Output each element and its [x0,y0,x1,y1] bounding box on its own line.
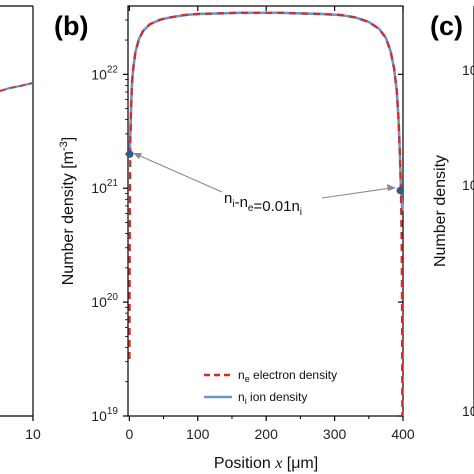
x-tick-label: 200 [255,426,279,442]
legend-label-ion: ni ion density [238,390,307,406]
panel-letter-b: (b) [54,11,88,41]
x-tick-label: 100 [186,426,210,442]
series-line-electron [128,11,404,417]
left-panel: 10 [0,5,41,442]
x-axis-label: Position x [μm] [214,455,318,472]
right-panel-y-tick-2: 10 [462,177,474,193]
y-tick-label: 1019 [91,406,118,424]
data-marker [125,150,134,158]
plot-frame [127,5,404,417]
x-axis-ticks: 0 100 200 300 400 [125,6,415,442]
y-axis-label: Number density [m-3] [58,137,77,286]
data-markers [125,150,405,195]
annotation-arrow-left [137,154,223,193]
legend: ne electron density ni ion density [204,368,337,406]
y-tick-label: 1022 [91,64,118,82]
annotation-arrowhead-left [133,153,142,159]
annotation-label: ni-ne=0.01ni [224,190,302,218]
annotation: ni-ne=0.01ni [133,153,396,218]
right-panel-y-tick-3: 10 [462,403,474,419]
y-tick-label: 1021 [91,178,118,196]
data-marker [396,186,405,195]
x-tick-label: 300 [323,426,347,442]
right-panel-y-axis-label: Number density [432,155,449,267]
series-line-ion [128,11,404,212]
x-tick-label: 400 [391,426,415,442]
panel-letter-c: (c) [430,11,463,41]
y-tick-label: 1020 [91,292,118,310]
data-lines [128,11,404,417]
annotation-arrowhead-right [387,184,396,191]
y-axis-ticks: 1019 1020 1021 1022 [91,19,403,424]
left-panel-electron-line [0,82,34,92]
x-tick-label: 0 [125,426,133,442]
right-panel: (c) 10 10 10 Number density [430,6,474,419]
plot-area: 0 100 200 300 400 1019 1020 1021 1022 [91,5,415,442]
legend-label-electron: ne electron density [238,368,337,384]
annotation-arrow-right [321,187,392,199]
left-panel-x-tick-label: 10 [25,426,41,442]
right-panel-y-tick-1: 10 [462,62,474,78]
